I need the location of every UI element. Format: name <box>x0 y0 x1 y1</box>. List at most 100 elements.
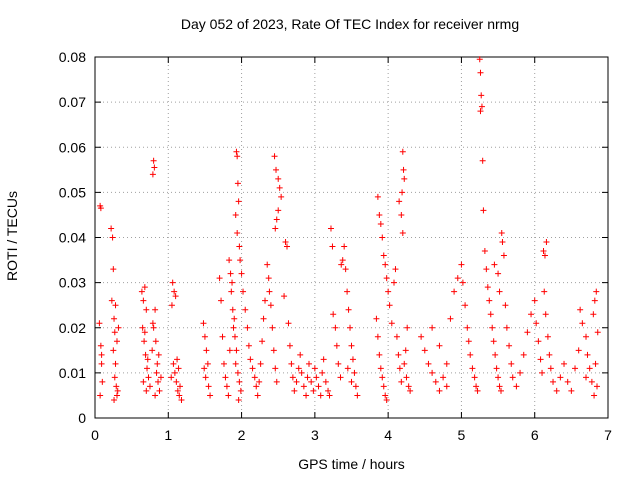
data-point <box>464 324 471 331</box>
data-point <box>228 288 235 295</box>
data-point <box>404 324 411 331</box>
data-point <box>495 270 502 277</box>
data-point <box>550 378 557 385</box>
data-point <box>317 392 324 399</box>
data-point <box>178 396 185 403</box>
data-point <box>451 288 458 295</box>
data-point <box>98 351 105 358</box>
data-point <box>145 374 152 381</box>
data-point <box>352 383 359 390</box>
y-tick-label: 0.01 <box>59 365 86 381</box>
data-point <box>440 374 447 381</box>
data-point <box>227 270 234 277</box>
data-point <box>141 284 148 291</box>
data-point <box>392 266 399 273</box>
data-point <box>330 311 337 318</box>
data-point <box>491 261 498 268</box>
data-point <box>493 365 500 372</box>
data-point <box>264 261 271 268</box>
y-tick-label: 0.06 <box>59 139 86 155</box>
x-tick-label: 0 <box>91 427 99 443</box>
data-point <box>218 297 225 304</box>
data-point <box>395 351 402 358</box>
data-point <box>465 338 472 345</box>
data-point <box>234 369 241 376</box>
data-point <box>379 234 386 241</box>
y-tick-label: 0.05 <box>59 184 86 200</box>
data-point <box>533 320 540 327</box>
data-point <box>304 374 311 381</box>
data-point <box>244 324 251 331</box>
data-point <box>377 220 384 227</box>
data-point <box>152 306 159 313</box>
data-point <box>469 365 476 372</box>
data-point <box>344 365 351 372</box>
data-point <box>483 266 490 273</box>
data-point <box>322 378 329 385</box>
x-tick-label: 2 <box>238 427 246 443</box>
data-point <box>374 333 381 340</box>
y-tick-label: 0.08 <box>59 49 86 65</box>
data-point <box>201 365 208 372</box>
data-point <box>236 243 243 250</box>
x-tick-label: 7 <box>604 427 612 443</box>
data-point <box>337 374 344 381</box>
x-tick-label: 4 <box>384 427 392 443</box>
data-point <box>170 360 177 367</box>
y-tick-label: 0.03 <box>59 275 86 291</box>
y-tick-label: 0 <box>78 410 86 426</box>
data-series-roti <box>96 56 601 403</box>
data-point <box>496 383 503 390</box>
data-point <box>234 229 241 236</box>
data-point <box>476 56 483 63</box>
data-point <box>142 351 149 358</box>
data-point <box>234 180 241 187</box>
data-point <box>403 374 410 381</box>
data-point <box>267 302 274 309</box>
data-point <box>447 315 454 322</box>
data-point <box>270 347 277 354</box>
data-point <box>583 333 590 340</box>
data-point <box>436 387 443 394</box>
data-point <box>513 383 520 390</box>
data-point <box>496 288 503 295</box>
data-point <box>289 374 296 381</box>
data-point <box>152 392 159 399</box>
data-point <box>405 383 412 390</box>
data-point <box>97 205 104 212</box>
data-point <box>251 374 258 381</box>
data-point <box>347 324 354 331</box>
data-point <box>141 329 148 336</box>
data-point <box>500 252 507 259</box>
data-point <box>276 184 283 191</box>
y-tick-label: 0.02 <box>59 320 86 336</box>
data-point <box>202 374 209 381</box>
data-point <box>528 311 535 318</box>
data-point <box>443 360 450 367</box>
data-point <box>546 351 553 358</box>
data-point <box>230 324 237 331</box>
data-point <box>226 257 233 264</box>
data-point <box>454 275 461 282</box>
data-point <box>498 229 505 236</box>
data-point <box>351 369 358 376</box>
data-point <box>474 387 481 394</box>
data-point <box>308 378 315 385</box>
data-point <box>418 333 425 340</box>
data-point <box>319 369 326 376</box>
data-point <box>383 396 390 403</box>
data-point <box>391 279 398 286</box>
data-point <box>97 342 104 349</box>
data-point <box>226 347 233 354</box>
data-point <box>155 378 162 385</box>
data-point <box>537 356 544 363</box>
data-point <box>293 378 300 385</box>
data-point <box>295 365 302 372</box>
data-point <box>320 356 327 363</box>
data-point <box>388 320 395 327</box>
data-point <box>111 396 118 403</box>
data-point <box>487 311 494 318</box>
data-point <box>278 193 285 200</box>
data-point <box>232 211 239 218</box>
